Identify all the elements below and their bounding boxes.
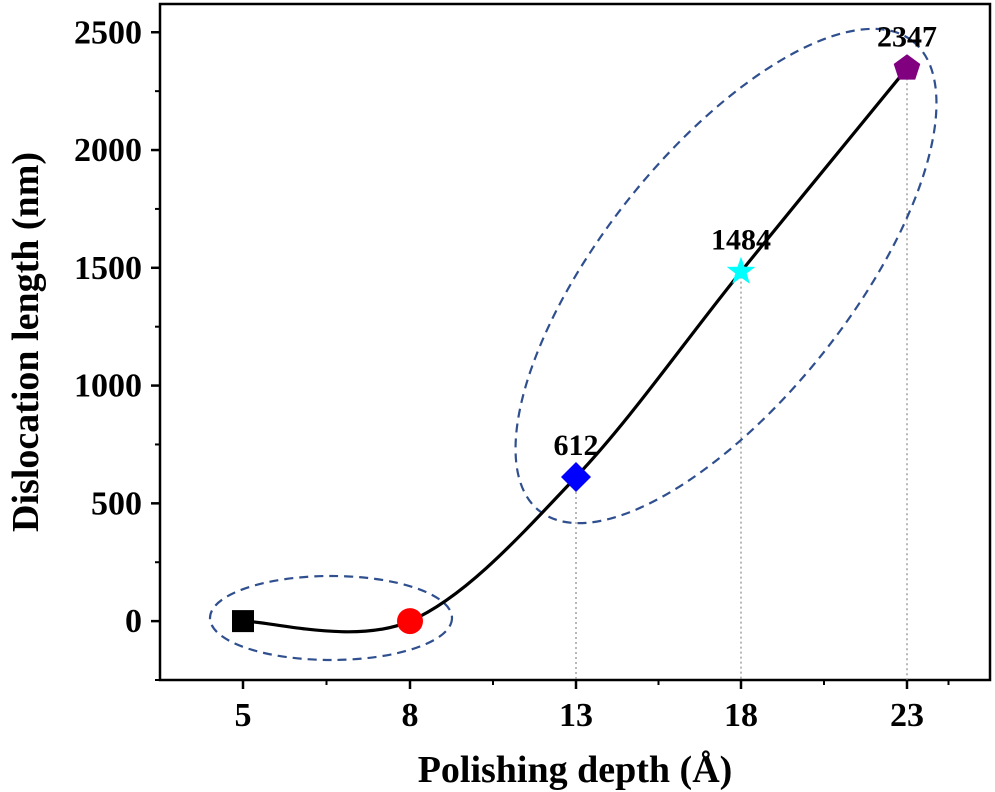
data-label: 1484: [711, 224, 771, 257]
point-marker-circle: [397, 608, 423, 635]
y-tick-label: 2500: [74, 14, 142, 51]
y-tick-label: 0: [125, 603, 142, 640]
x-tick-label: 23: [890, 697, 924, 734]
y-tick-label: 1000: [74, 368, 142, 405]
point-marker-pentagon: [893, 54, 921, 80]
data-label: 612: [554, 429, 599, 462]
data-label: 2347: [877, 20, 937, 53]
x-tick-label: 13: [559, 697, 593, 734]
ellipse-low-group: [208, 574, 454, 662]
x-tick-label: 5: [235, 697, 252, 734]
y-tick-label: 2000: [74, 132, 142, 169]
point-marker-square: [232, 610, 254, 633]
x-axis-title: Polishing depth (Å): [418, 749, 733, 791]
series-line: [242, 67, 909, 634]
y-tick-label: 500: [91, 485, 142, 522]
y-tick-label: 1500: [74, 250, 142, 287]
point-marker-diamond: [561, 461, 591, 492]
y-axis-title: Dislocation length (nm): [5, 152, 47, 532]
x-tick-label: 8: [402, 697, 419, 734]
point-marker-star: [726, 256, 756, 284]
x-tick-label: 18: [724, 697, 758, 734]
ellipse-high-group: [514, 27, 938, 525]
